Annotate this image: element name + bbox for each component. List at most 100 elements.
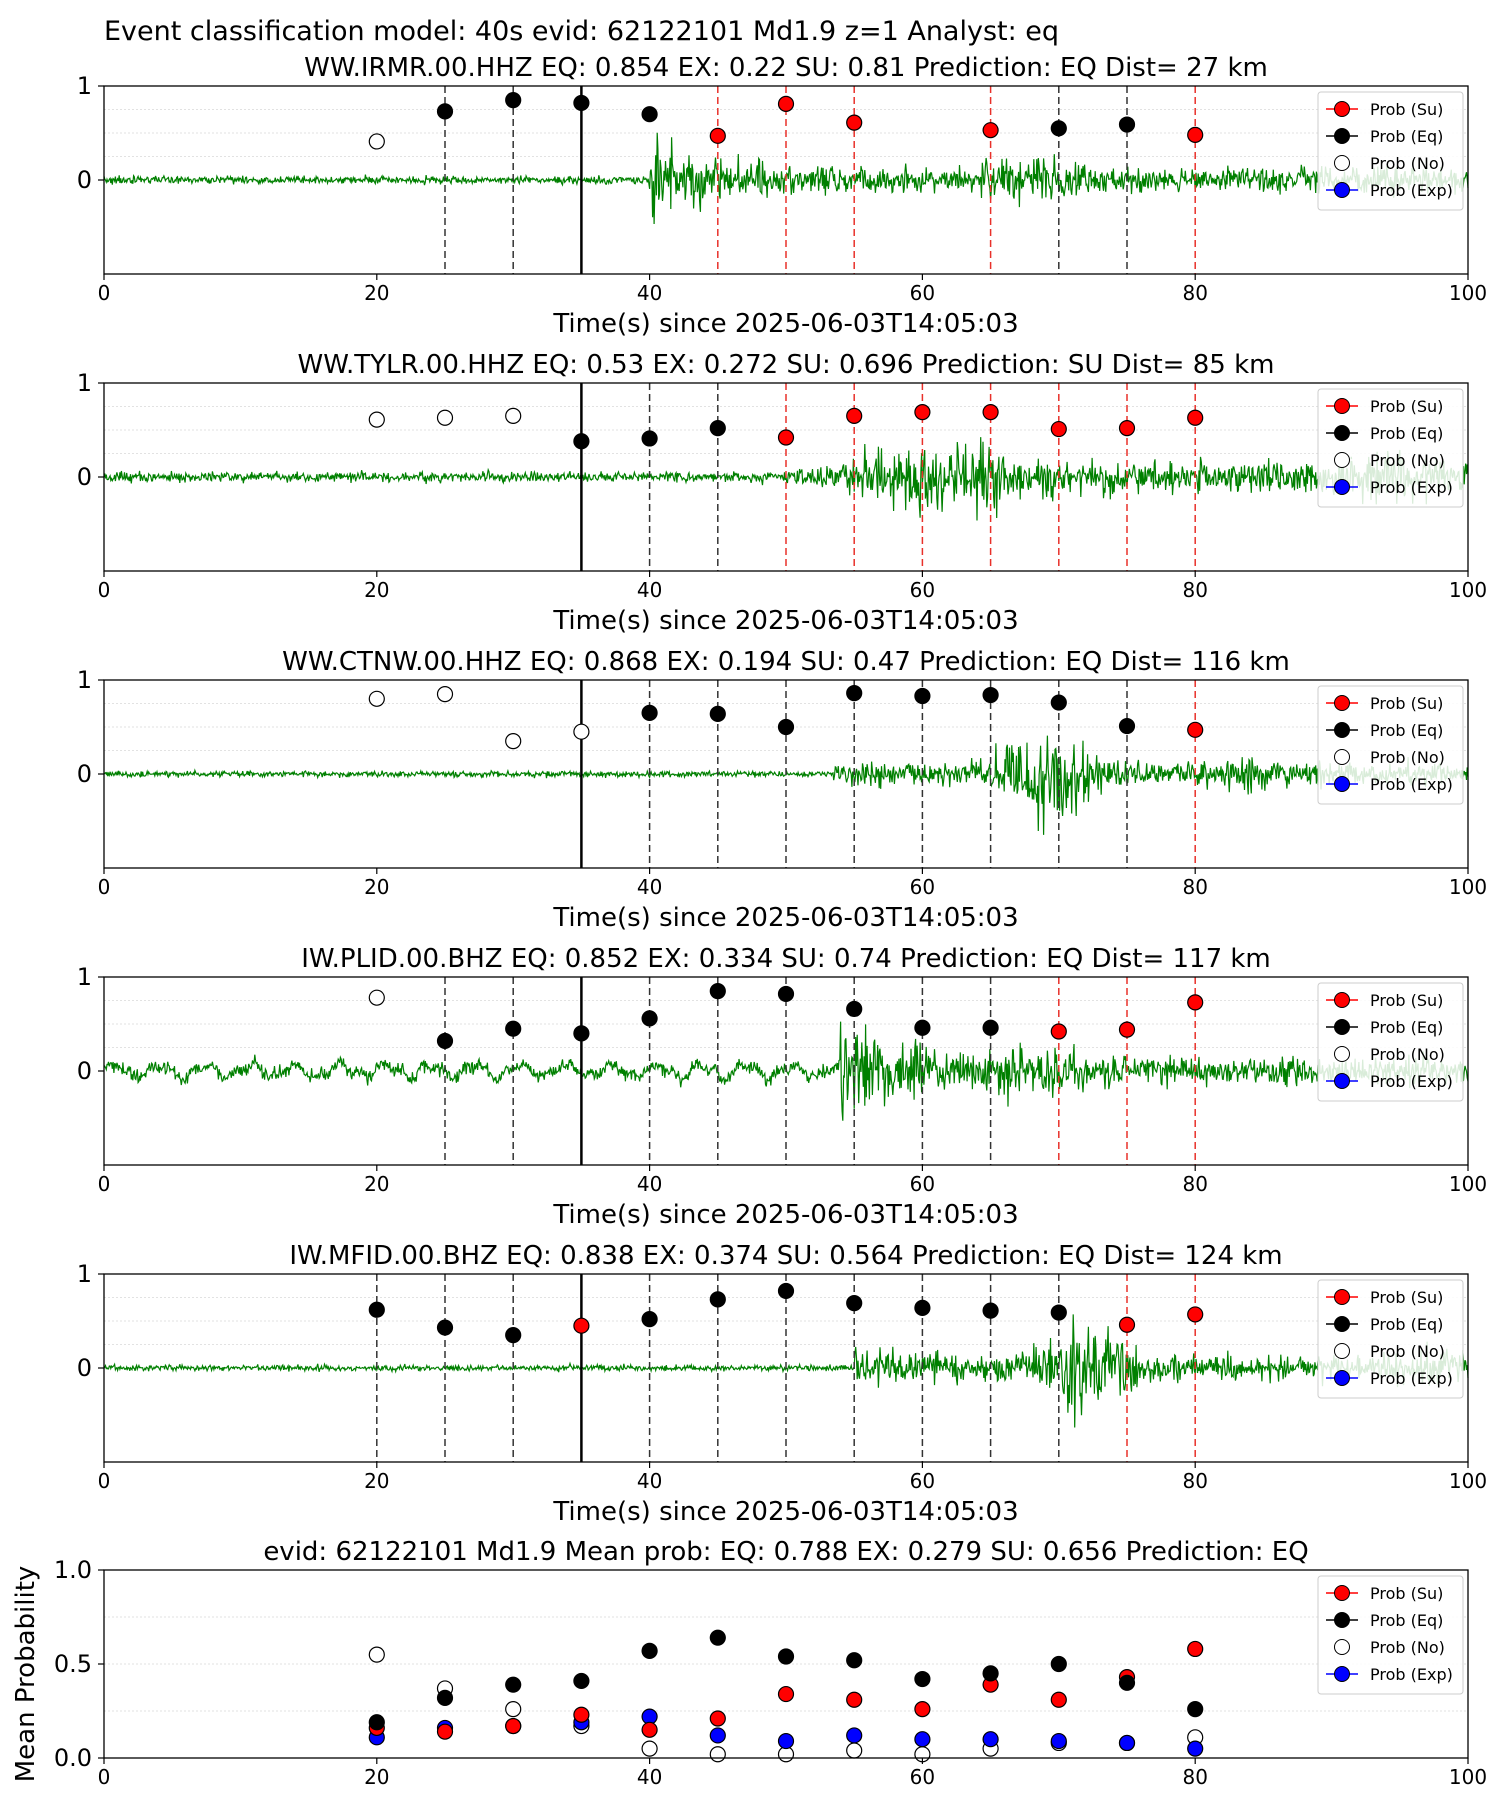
x-tick-label: 100 [1449, 1469, 1487, 1493]
point-su [436, 1723, 454, 1740]
point-eq [914, 687, 931, 705]
legend-marker [1334, 1073, 1350, 1089]
panel: WW.CTNW.00.HHZ EQ: 0.868 EX: 0.194 SU: 0… [77, 647, 1487, 933]
legend: Prob (Su) Prob (Eq) Prob (No) Prob (Exp) [1317, 1279, 1464, 1399]
legend-item: Prob (No) [1326, 1638, 1445, 1657]
point-su [1118, 420, 1136, 437]
legend-item: Prob (Exp) [1326, 478, 1453, 497]
legend-item: Prob (Eq) [1326, 424, 1443, 443]
point-su [846, 407, 863, 424]
point-eq [1118, 116, 1136, 133]
legend-marker [1334, 1019, 1350, 1035]
legend-label: Prob (Exp) [1370, 1369, 1453, 1388]
legend-label: Prob (Eq) [1370, 1611, 1443, 1630]
point-eq [641, 1642, 658, 1659]
point-eq [436, 1689, 454, 1706]
point-no [436, 685, 454, 703]
point-eq [573, 94, 590, 112]
x-tick-label: 0 [98, 1172, 111, 1196]
x-tick-label: 40 [637, 281, 662, 305]
point-eq [846, 1295, 863, 1312]
panel: evid: 62122101 Md1.9 Mean prob: EQ: 0.78… [11, 1537, 1487, 1789]
legend-label: Prob (Su) [1370, 1288, 1443, 1307]
point-eq [436, 1032, 454, 1050]
point-no [505, 732, 522, 750]
legend-label: Prob (Su) [1370, 694, 1443, 713]
legend-marker [1334, 425, 1350, 441]
legend-label: Prob (No) [1370, 1638, 1445, 1657]
point-eq [641, 1311, 658, 1328]
legend: Prob (Su) Prob (Eq) Prob (No) Prob (Exp) [1317, 388, 1464, 508]
point-su [1187, 409, 1204, 426]
legend-label: Prob (Eq) [1370, 127, 1443, 146]
x-tick-label: 80 [1182, 875, 1207, 899]
point-eq [777, 1282, 795, 1300]
point-eq [641, 430, 658, 447]
point-eq [982, 1019, 999, 1036]
point-su [982, 404, 999, 421]
legend-marker [1334, 155, 1350, 171]
legend-label: Prob (No) [1370, 1045, 1445, 1064]
point-eq [914, 1670, 931, 1688]
x-tick-label: 40 [637, 1765, 662, 1789]
point-eq [641, 106, 658, 123]
panel: WW.TYLR.00.HHZ EQ: 0.53 EX: 0.272 SU: 0.… [77, 350, 1487, 636]
point-exp [982, 1731, 999, 1748]
x-axis-label: Time(s) since 2025-06-03T14:05:03 [552, 606, 1018, 636]
x-tick-label: 20 [364, 875, 389, 899]
legend-marker [1334, 1370, 1350, 1386]
point-no [846, 1742, 863, 1759]
legend-label: Prob (No) [1370, 748, 1445, 767]
legend-label: Prob (Exp) [1370, 1072, 1453, 1091]
x-axis-label: Time(s) since 2025-06-03T14:05:03 [552, 309, 1018, 339]
legend-item: Prob (Su) [1326, 694, 1443, 713]
point-su [641, 1721, 658, 1738]
legend-marker [1334, 1585, 1350, 1601]
point-eq [777, 1648, 795, 1665]
y-tick-label: 1 [77, 666, 92, 694]
legend-marker [1334, 722, 1350, 738]
figure-suptitle: Event classification model: 40s evid: 62… [104, 16, 1059, 47]
point-no [505, 407, 522, 424]
point-eq [573, 1025, 590, 1042]
legend-item: Prob (Exp) [1326, 1665, 1453, 1684]
point-eq [1050, 1304, 1067, 1321]
legend-frame [1317, 1575, 1464, 1695]
point-no [368, 690, 385, 707]
x-tick-label: 0 [98, 875, 111, 899]
point-eq [846, 685, 863, 702]
legend-item: Prob (Eq) [1326, 1315, 1443, 1334]
legend-item: Prob (No) [1326, 1045, 1445, 1064]
point-eq [641, 704, 658, 722]
point-eq [505, 1676, 522, 1693]
y-tick-label: 0 [77, 760, 92, 788]
legend-marker [1334, 749, 1350, 765]
point-eq [982, 1302, 999, 1319]
x-tick-label: 20 [364, 1469, 389, 1493]
legend-label: Prob (No) [1370, 1342, 1445, 1361]
point-no [368, 1646, 385, 1663]
point-eq [1118, 1674, 1136, 1691]
point-su [1187, 1640, 1204, 1658]
x-tick-label: 100 [1449, 578, 1487, 602]
point-su [777, 429, 795, 446]
point-su [573, 1706, 590, 1723]
x-tick-label: 60 [910, 1172, 935, 1196]
point-no [368, 133, 385, 150]
x-tick-label: 0 [98, 578, 111, 602]
point-eq [641, 1010, 658, 1027]
x-axis-label: Time(s) since 2025-06-03T14:05:03 [552, 1497, 1018, 1527]
point-no [709, 1746, 726, 1763]
legend-marker [1334, 1289, 1350, 1305]
legend-label: Prob (Exp) [1370, 478, 1453, 497]
point-su [846, 1691, 863, 1708]
point-su [1050, 1691, 1067, 1708]
x-tick-label: 100 [1449, 281, 1487, 305]
panel-title: WW.IRMR.00.HHZ EQ: 0.854 EX: 0.22 SU: 0.… [304, 53, 1268, 83]
legend-item: Prob (Exp) [1326, 775, 1453, 794]
point-eq [1187, 1701, 1204, 1718]
legend-label: Prob (No) [1370, 154, 1445, 173]
legend-item: Prob (Su) [1326, 397, 1443, 416]
legend-label: Prob (No) [1370, 451, 1445, 470]
